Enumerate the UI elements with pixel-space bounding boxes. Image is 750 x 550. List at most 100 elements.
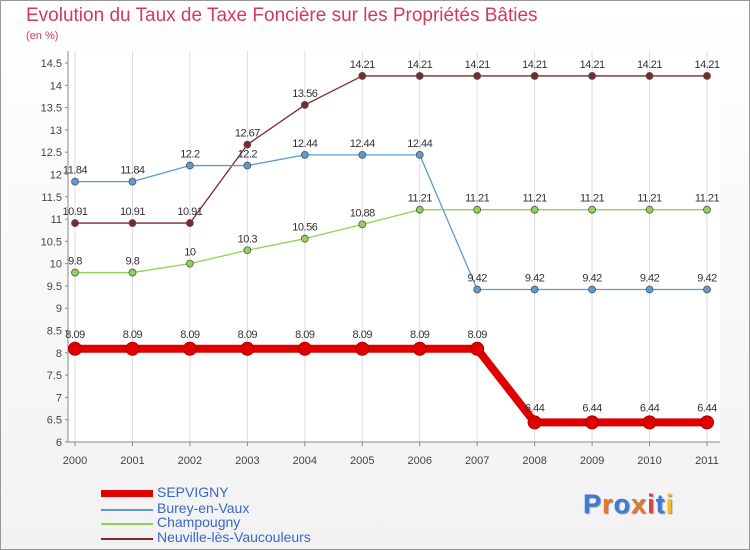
chart-subtitle: (en %) <box>26 30 59 42</box>
data-label: 11.21 <box>523 193 548 205</box>
data-point <box>358 72 367 80</box>
data-point <box>355 341 370 356</box>
data-label: 14.21 <box>637 59 662 71</box>
x-tick-label: 2006 <box>407 455 431 467</box>
y-tick-label: 7 <box>56 392 62 404</box>
data-point <box>642 415 657 430</box>
proxiti-logo: Proxiti <box>583 489 674 520</box>
data-label: 13.56 <box>292 88 317 100</box>
data-label: 8.09 <box>353 329 373 341</box>
data-point <box>473 285 482 294</box>
data-label: 11.84 <box>63 165 88 177</box>
y-tick-label: 13.5 <box>41 103 62 115</box>
data-label: 8.09 <box>295 329 315 341</box>
legend-swatch <box>101 523 153 525</box>
data-label: 14.21 <box>407 59 432 71</box>
data-point <box>415 205 424 214</box>
x-tick-label: 2001 <box>120 455 144 467</box>
logo-letter: r <box>602 489 614 519</box>
data-point <box>128 268 137 277</box>
data-point <box>300 101 309 109</box>
x-tick-label: 2010 <box>637 455 661 467</box>
x-tick-label: 2009 <box>580 455 604 467</box>
logo-letter: x <box>631 489 648 519</box>
data-point <box>186 259 194 268</box>
legend-label: Neuville-lès-Vaucouleurs <box>157 529 311 545</box>
y-tick-label: 6.5 <box>47 415 62 427</box>
x-tick-label: 2004 <box>293 455 317 467</box>
data-label: 8.09 <box>467 329 487 341</box>
data-label: 10.56 <box>292 222 317 234</box>
data-point <box>300 150 309 159</box>
series-line-3 <box>75 75 707 224</box>
logo-letter: o <box>613 489 632 519</box>
data-point <box>470 341 485 356</box>
data-point <box>125 341 140 356</box>
data-label: 11.21 <box>408 193 433 205</box>
data-point <box>530 285 539 294</box>
data-point <box>186 161 194 170</box>
y-tick-label: 9.5 <box>47 281 62 293</box>
data-label: 8.09 <box>180 329 200 341</box>
data-point <box>71 268 79 277</box>
data-point <box>588 72 596 80</box>
data-label: 9.42 <box>525 273 545 285</box>
data-label: 12.44 <box>350 138 375 150</box>
x-tick-label: 2007 <box>465 455 489 467</box>
data-point <box>703 205 711 214</box>
y-tick-label: 8.5 <box>47 326 62 338</box>
series-line-2 <box>75 209 707 274</box>
y-tick-label: 8 <box>56 348 62 360</box>
data-label: 10.91 <box>120 206 145 218</box>
y-tick-label: 10 <box>50 259 62 271</box>
data-point <box>585 415 600 430</box>
y-tick-label: 11.5 <box>41 192 62 204</box>
x-tick-label: 2000 <box>63 455 87 467</box>
legend-label: Burey-en-Vaux <box>157 500 250 516</box>
data-label: 12.67 <box>235 128 260 140</box>
data-point <box>300 234 309 243</box>
data-point <box>703 285 711 294</box>
data-label: 11.21 <box>465 193 490 205</box>
data-point <box>240 341 255 356</box>
logo-letter: i <box>665 489 675 519</box>
y-tick-label: 12 <box>50 169 62 181</box>
data-label: 12.2 <box>238 149 258 161</box>
logo-letter: i <box>647 489 656 519</box>
data-label: 8.09 <box>410 329 430 341</box>
data-label: 10.88 <box>350 207 375 219</box>
x-tick-label: 2005 <box>350 455 374 467</box>
data-point <box>71 177 79 186</box>
legend-swatch <box>101 509 153 511</box>
data-point <box>71 219 79 227</box>
data-label: 6.44 <box>582 402 602 414</box>
data-point <box>530 205 539 214</box>
y-tick-label: 14.5 <box>41 58 62 70</box>
data-point <box>645 285 654 294</box>
data-label: 14.21 <box>350 59 375 71</box>
data-point <box>588 205 596 214</box>
legend-swatch <box>101 490 153 497</box>
data-point <box>412 341 427 356</box>
series-line-1 <box>75 154 707 291</box>
data-point <box>186 219 194 227</box>
data-point <box>358 150 367 159</box>
data-label: 9.42 <box>640 273 660 285</box>
data-point <box>243 140 252 149</box>
data-label: 8.09 <box>238 329 258 341</box>
data-point <box>358 220 367 229</box>
data-label: 6.44 <box>525 402 545 414</box>
data-point <box>527 415 542 430</box>
data-point <box>68 341 82 356</box>
y-tick-label: 6 <box>56 437 62 449</box>
data-label: 11.21 <box>695 193 720 205</box>
y-tick-label: 9 <box>56 303 62 315</box>
data-label: 11.84 <box>120 165 145 177</box>
chart-title: Evolution du Taux de Taxe Foncière sur l… <box>26 5 538 26</box>
data-label: 14.21 <box>522 59 547 71</box>
data-label: 9.42 <box>697 273 717 285</box>
x-tick-label: 2008 <box>522 455 546 467</box>
legend-swatch <box>101 538 153 540</box>
